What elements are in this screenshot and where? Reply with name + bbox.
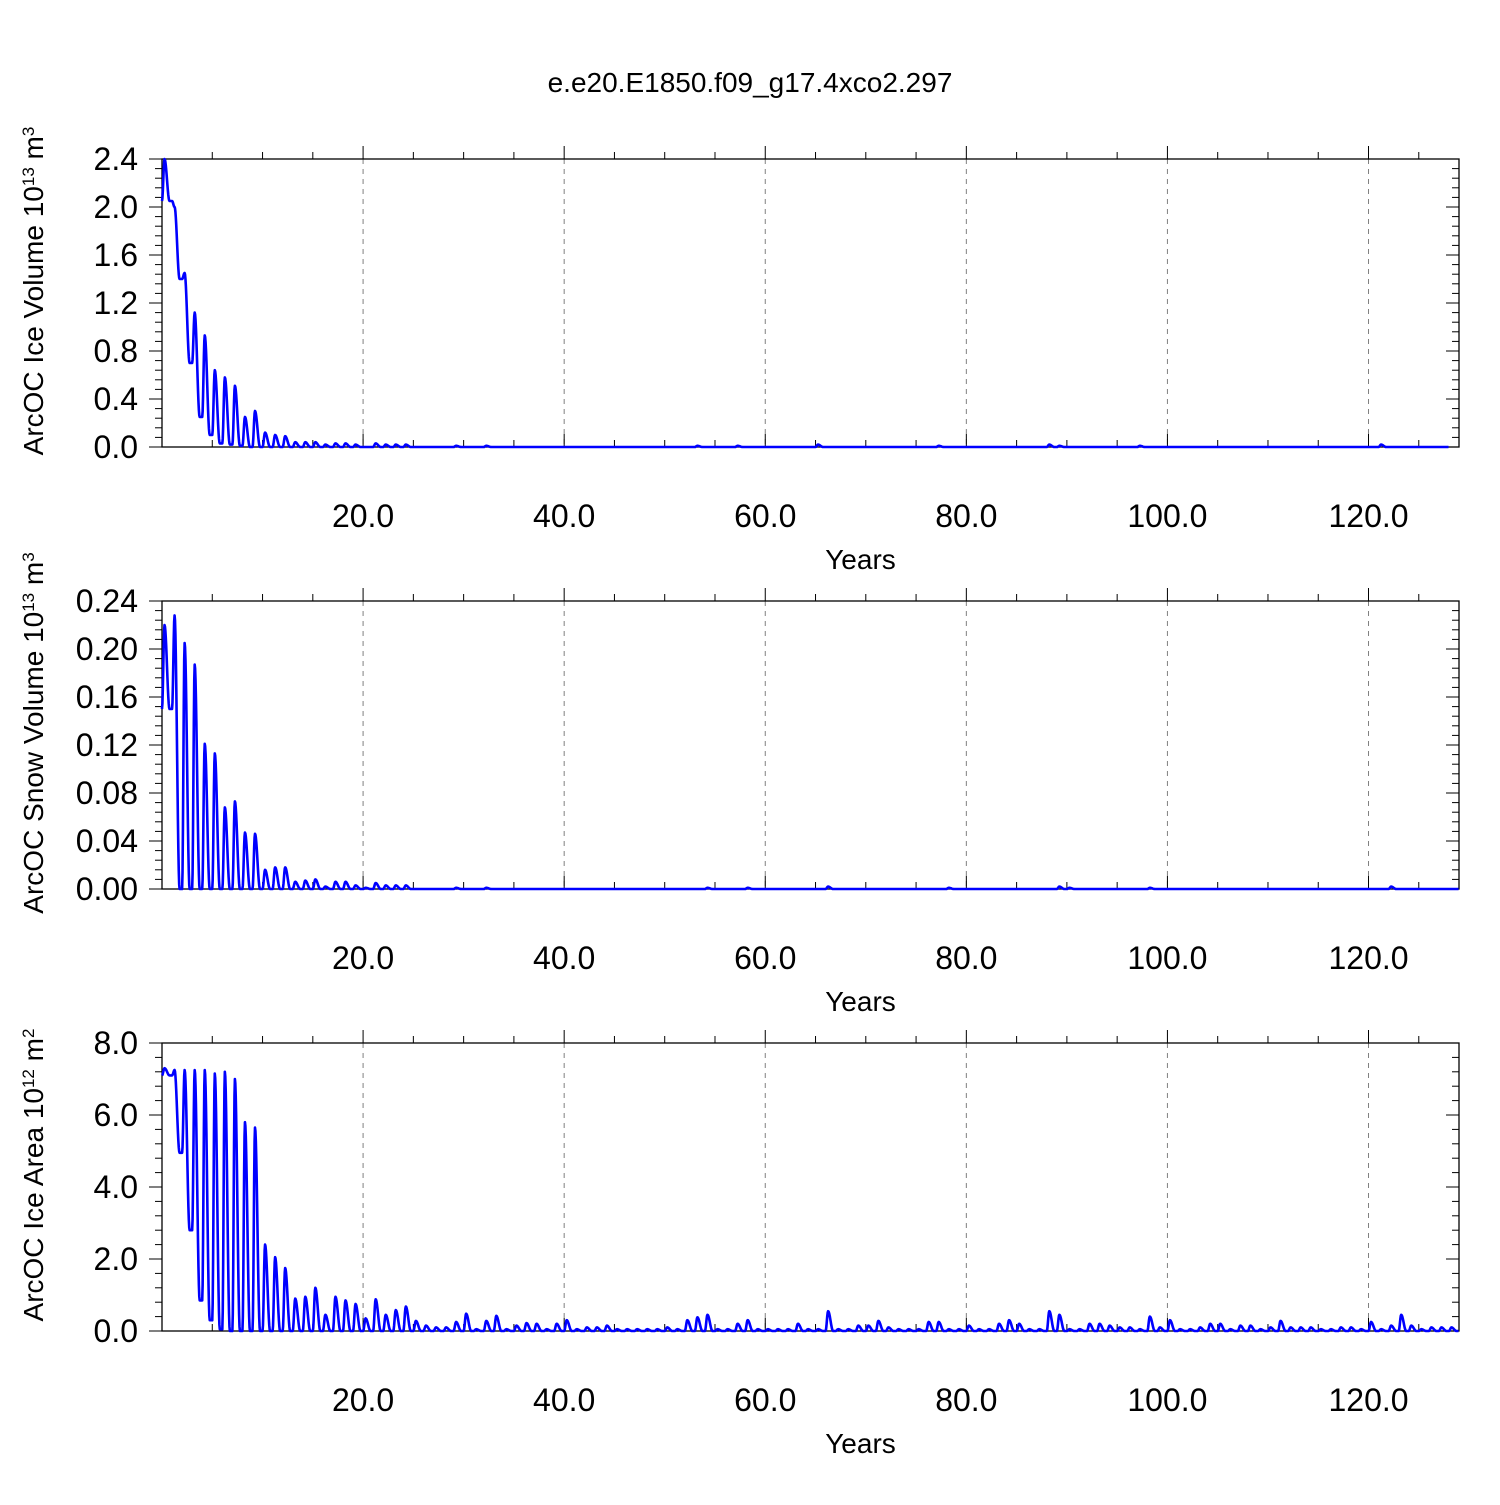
figure-title: e.e20.E1850.f09_g17.4xco2.297 [548,67,953,98]
y-axis-exponent: 13 [19,593,38,612]
x-tick-label: 20.0 [332,940,394,976]
y-axis-title: ArcOC Snow Volume 1013 m3 [18,552,49,913]
y-axis-title: ArcOC Ice Volume 1013 m3 [18,127,49,456]
y-axis-text: ArcOC Ice Volume 10 [18,186,49,455]
y-axis-exponent: 3 [19,552,38,561]
y-tick-label: 0.24 [76,583,138,619]
y-tick-label: 0.0 [94,429,138,465]
y-axis-text: m [18,136,49,167]
y-tick-label: 0.4 [94,381,138,417]
y-axis-text: m [18,562,49,593]
y-tick-label: 0.0 [94,1313,138,1349]
x-tick-label: 80.0 [935,498,997,534]
plot-frame [161,600,1460,890]
panel-snow-volume: 20.0 40.0 60.0 80.0 100.0 120.0 0.00 0.04 0.08 0.… [18,552,1460,1017]
x-axis-title: Years [825,986,896,1017]
y-tick-label: 4.0 [94,1169,138,1205]
x-tick-label: 60.0 [734,498,796,534]
y-tick-label: 2.0 [94,1241,138,1277]
y-tick-label: 8.0 [94,1025,138,1061]
series-line [161,1066,1460,1333]
x-tick-label: 20.0 [332,498,394,534]
y-tick-label: 1.2 [94,285,138,321]
y-axis-exponent: 2 [19,1029,38,1038]
y-tick-label: 0.12 [76,727,138,763]
x-tick-label: 100.0 [1127,498,1207,534]
x-tick-label: 40.0 [533,1382,595,1418]
x-axis-title: Years [825,544,896,575]
x-tick-label: 100.0 [1127,1382,1207,1418]
y-tick-label: 1.6 [94,237,138,273]
series-line [160,157,1450,449]
x-tick-label: 100.0 [1127,940,1207,976]
y-tick-label: 0.04 [76,823,138,859]
x-tick-label: 120.0 [1328,1382,1408,1418]
plot-frame [161,158,1460,448]
x-tick-label: 60.0 [734,940,796,976]
y-tick-label: 0.08 [76,775,138,811]
x-tick-label: 80.0 [935,940,997,976]
y-tick-label: 0.8 [94,333,138,369]
x-tick-label: 40.0 [533,940,595,976]
y-tick-label: 6.0 [94,1097,138,1133]
x-tick-label: 120.0 [1328,940,1408,976]
x-tick-label: 40.0 [533,498,595,534]
x-axis-title: Years [825,1428,896,1459]
panel-ice-area: 20.0 40.0 60.0 80.0 100.0 120.0 0.0 2.0 4.0 6.0 8.… [18,1025,1460,1459]
series-line [160,614,1460,891]
y-tick-label: 2.4 [94,141,138,177]
y-axis-exponent: 13 [19,167,38,186]
y-tick-label: 2.0 [94,189,138,225]
x-tick-label: 120.0 [1328,498,1408,534]
y-tick-label: 0.16 [76,679,138,715]
x-tick-label: 80.0 [935,1382,997,1418]
y-axis-text: ArcOC Ice Area 10 [18,1088,49,1321]
y-axis-title: ArcOC Ice Area 1012 m2 [18,1029,49,1322]
y-axis-exponent: 12 [19,1069,38,1088]
y-tick-label: 0.00 [76,871,138,907]
x-tick-label: 60.0 [734,1382,796,1418]
x-tick-label: 20.0 [332,1382,394,1418]
y-tick-label: 0.20 [76,631,138,667]
y-axis-text: m [18,1038,49,1069]
plot-frame [161,1042,1460,1332]
y-axis-exponent: 3 [19,127,38,136]
y-axis-text: ArcOC Snow Volume 10 [18,612,49,914]
panel-ice-volume: 20.0 40.0 60.0 80.0 100.0 120.0 0.0 0.4 0.8 1.2 1.… [18,127,1460,575]
